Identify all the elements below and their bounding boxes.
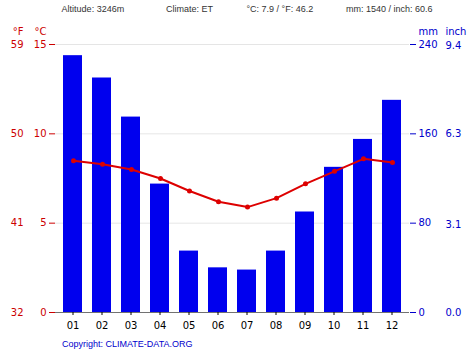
html-text:mm: 1540 / inch: 60.6: mm: 1540 / inch: 60.6 [346, 4, 433, 14]
svg-text:5: 5 [40, 217, 46, 228]
svg-text:9.4: 9.4 [446, 40, 462, 51]
svg-text:0: 0 [40, 307, 46, 318]
svg-text:11: 11 [357, 320, 370, 331]
html-text:Altitude: 3246m: Altitude: 3246m [61, 4, 125, 14]
svg-text:09: 09 [299, 320, 312, 331]
svg-text:50: 50 [11, 128, 24, 139]
svg-text:10: 10 [34, 128, 47, 139]
svg-text:15: 15 [34, 39, 47, 50]
svg-text:6.3: 6.3 [446, 128, 462, 139]
svg-text:inch: inch [446, 26, 467, 37]
html-text:°C: 7.9 / °F: 46.2: °C: 7.9 / °F: 46.2 [246, 4, 314, 14]
svg-text:12: 12 [386, 320, 399, 331]
svg-text:0.0: 0.0 [446, 307, 462, 318]
svg-text:03: 03 [125, 320, 138, 331]
svg-text:mm: mm [419, 26, 438, 37]
svg-text:41: 41 [11, 217, 24, 228]
svg-text:07: 07 [241, 320, 254, 331]
svg-text:10: 10 [328, 320, 341, 331]
svg-text:01: 01 [67, 320, 80, 331]
svg-text:08: 08 [270, 320, 283, 331]
svg-text:0: 0 [419, 307, 425, 318]
html-text:Climate: ET: Climate: ET [165, 4, 213, 14]
svg-text:160: 160 [419, 128, 438, 139]
svg-text:°C: °C [35, 26, 47, 37]
svg-text:59: 59 [11, 39, 24, 50]
svg-text:02: 02 [96, 320, 109, 331]
svg-text:°F: °F [13, 26, 24, 37]
svg-text:240: 240 [419, 39, 438, 50]
svg-text:06: 06 [212, 320, 225, 331]
svg-text:04: 04 [154, 320, 167, 331]
svg-text:3.1: 3.1 [446, 219, 462, 230]
svg-text:32: 32 [11, 307, 24, 318]
svg-text:80: 80 [419, 217, 432, 228]
svg-text:05: 05 [183, 320, 196, 331]
html-text:Copyright: CLIMATE-DATA.ORG: Copyright: CLIMATE-DATA.ORG [62, 339, 193, 349]
